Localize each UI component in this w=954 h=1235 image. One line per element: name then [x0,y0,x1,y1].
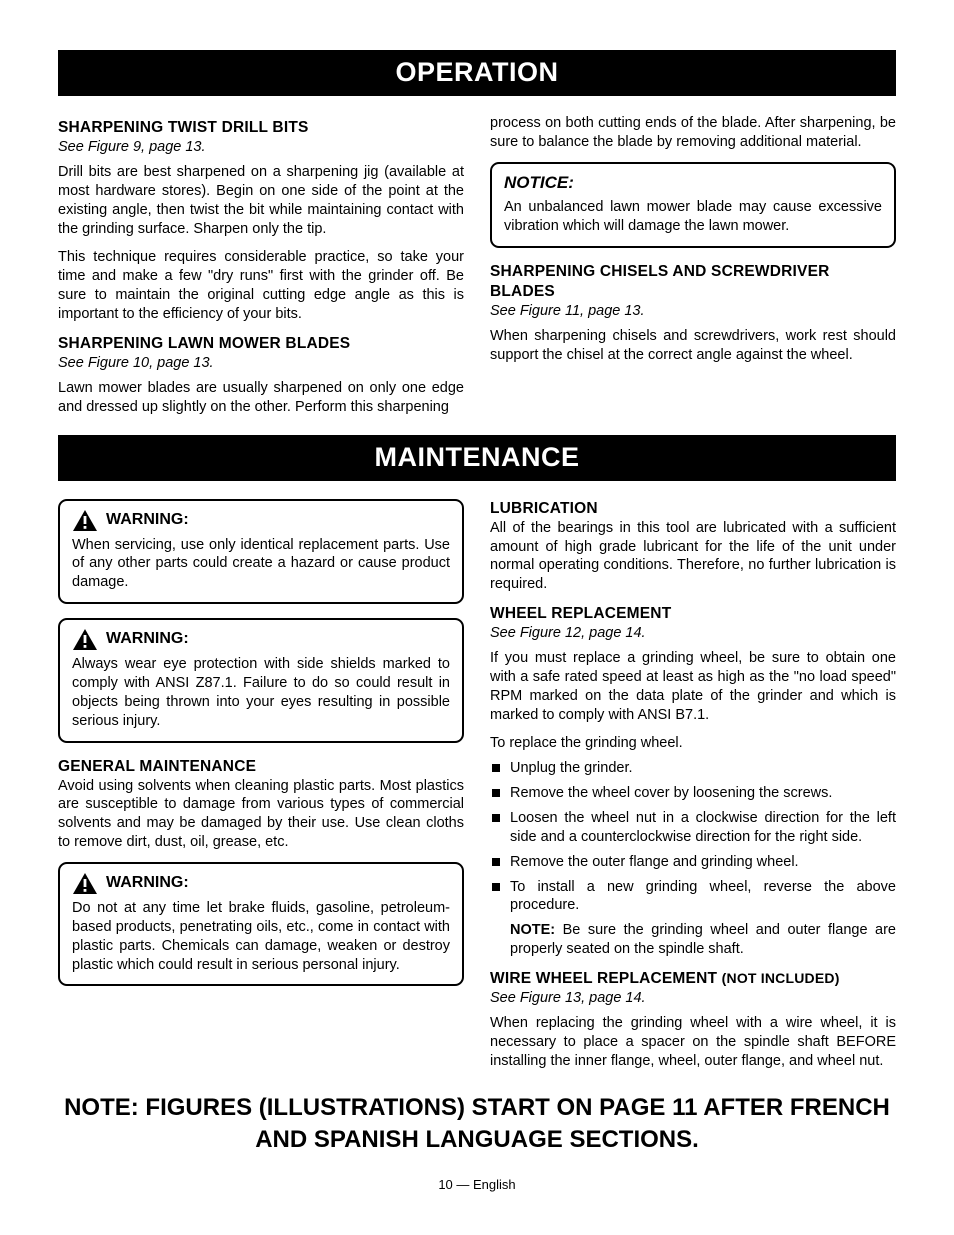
note-label: NOTE: [510,922,555,938]
list-item: Remove the wheel cover by loosening the … [490,784,896,803]
step-note: NOTE: Be sure the grinding wheel and out… [490,921,896,959]
notice-title: NOTICE: [504,172,882,194]
warning-header: WARNING: [72,628,450,651]
warning-label: WARNING: [106,510,189,531]
list-item: Remove the outer flange and grinding whe… [490,853,896,872]
warning-triangle-icon [72,509,98,532]
page-number: 10 — English [58,1177,896,1194]
maintenance-banner: MAINTENANCE [58,435,896,481]
maintenance-left-col: WARNING: When servicing, use only identi… [58,499,464,1071]
notice-body: An unbalanced lawn mower blade may cause… [504,198,882,236]
maintenance-columns: WARNING: When servicing, use only identi… [58,499,896,1071]
notice-box: NOTICE: An unbalanced lawn mower blade m… [490,162,896,248]
section-heading-sub: (NOT INCLUDED) [722,970,840,986]
body-text: To replace the grinding wheel. [490,734,896,753]
warning-body: When servicing, use only identical repla… [72,536,450,593]
list-item: To install a new grinding wheel, reverse… [490,878,896,916]
section-heading: LUBRICATION [490,499,896,519]
step-list: Unplug the grinder. Remove the wheel cov… [490,759,896,915]
warning-label: WARNING: [106,873,189,894]
section-heading: SHARPENING TWIST DRILL BITS [58,118,464,138]
maintenance-right-col: LUBRICATION All of the bearings in this … [490,499,896,1071]
body-text: This technique requires considerable pra… [58,248,464,323]
warning-triangle-icon [72,872,98,895]
section-heading: GENERAL MAINTENANCE [58,757,464,777]
section-heading: SHARPENING CHISELS AND SCREWDRIVER BLADE… [490,262,896,302]
figure-reference: See Figure 12, page 14. [490,624,896,643]
body-text: If you must replace a grinding wheel, be… [490,649,896,724]
figure-reference: See Figure 9, page 13. [58,138,464,157]
operation-banner: OPERATION [58,50,896,96]
list-item: Unplug the grinder. [490,759,896,778]
warning-header: WARNING: [72,872,450,895]
warning-body: Do not at any time let brake fluids, gas… [72,899,450,974]
body-text: When sharpening chisels and screwdrivers… [490,327,896,365]
warning-header: WARNING: [72,509,450,532]
body-text: Drill bits are best sharpened on a sharp… [58,163,464,238]
warning-box: WARNING: Always wear eye protection with… [58,618,464,742]
warning-body: Always wear eye protection with side shi… [72,655,450,730]
list-item: Loosen the wheel nut in a clockwise dire… [490,809,896,847]
section-heading: SHARPENING LAWN MOWER BLADES [58,334,464,354]
body-text: When replacing the grinding wheel with a… [490,1014,896,1071]
body-text: Lawn mower blades are usually sharpened … [58,379,464,417]
figure-reference: See Figure 11, page 13. [490,302,896,321]
figure-reference: See Figure 13, page 14. [490,989,896,1008]
section-heading: WIRE WHEEL REPLACEMENT (NOT INCLUDED) [490,969,896,989]
note-body: Be sure the grinding wheel and outer fla… [510,922,896,957]
operation-right-col: process on both cutting ends of the blad… [490,114,896,416]
figures-note: NOTE: FIGURES (ILLUSTRATIONS) START ON P… [58,1092,896,1154]
body-text: All of the bearings in this tool are lub… [490,519,896,594]
body-text: Avoid using solvents when cleaning plast… [58,777,464,852]
body-text: process on both cutting ends of the blad… [490,114,896,152]
operation-left-col: SHARPENING TWIST DRILL BITS See Figure 9… [58,114,464,416]
figure-reference: See Figure 10, page 13. [58,354,464,373]
warning-box: WARNING: When servicing, use only identi… [58,499,464,605]
section-heading: WHEEL REPLACEMENT [490,604,896,624]
operation-columns: SHARPENING TWIST DRILL BITS See Figure 9… [58,114,896,416]
warning-label: WARNING: [106,629,189,650]
warning-triangle-icon [72,628,98,651]
warning-box: WARNING: Do not at any time let brake fl… [58,862,464,986]
